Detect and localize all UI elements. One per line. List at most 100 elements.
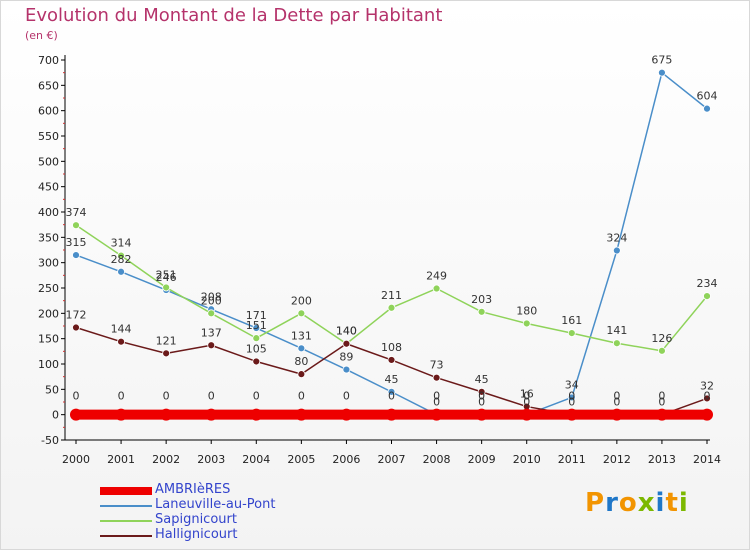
- series-point-2: [117, 251, 125, 260]
- data-label: 374: [66, 206, 87, 219]
- data-label: 0: [568, 390, 575, 403]
- logo-letter: o: [618, 488, 638, 518]
- data-label: 0: [613, 396, 620, 409]
- data-label: 675: [651, 54, 672, 67]
- y-tick-label: 700: [38, 54, 59, 67]
- series-point-3: [477, 387, 486, 396]
- legend-label: Hallignicourt: [155, 527, 238, 542]
- y-tick-label: 350: [38, 231, 59, 244]
- series-point-3: [387, 356, 396, 364]
- series-point-3: [207, 341, 216, 350]
- data-label: 0: [343, 390, 350, 403]
- series-point-1: [117, 267, 125, 276]
- data-label: 200: [291, 294, 312, 307]
- data-label: 211: [381, 289, 402, 302]
- series-point-0: [520, 408, 533, 421]
- data-label: 140: [336, 325, 357, 338]
- series-point-1: [612, 246, 621, 255]
- series-point-3: [297, 370, 306, 379]
- data-label: 314: [111, 237, 132, 250]
- legend-swatch: [100, 487, 152, 495]
- data-label: 234: [697, 277, 718, 290]
- data-label: 108: [381, 341, 402, 354]
- series-point-1: [72, 251, 80, 259]
- series-point-0: [475, 408, 488, 421]
- data-label: 0: [478, 396, 485, 409]
- y-tick-label: 50: [45, 383, 59, 396]
- data-label: 246: [156, 271, 177, 284]
- series-point-1: [387, 387, 396, 396]
- data-label: 140: [336, 325, 357, 338]
- data-label: 0: [523, 396, 530, 409]
- x-tick-label: 2002: [152, 453, 180, 466]
- series-point-3: [432, 373, 441, 382]
- series-point-0: [565, 408, 578, 421]
- logo-letter: x: [637, 488, 656, 518]
- data-label: 151: [246, 319, 267, 332]
- x-tick-label: 2006: [332, 453, 360, 466]
- data-label: 89: [339, 351, 353, 364]
- data-label: 282: [111, 253, 132, 266]
- y-tick-label: 650: [38, 79, 59, 92]
- series-point-3: [72, 323, 80, 332]
- data-label: 604: [697, 90, 718, 103]
- data-label: 34: [565, 378, 579, 391]
- data-label: 249: [426, 270, 447, 283]
- series-point-1: [252, 324, 261, 332]
- series-point-3: [117, 337, 125, 346]
- logo-letter: r: [605, 488, 619, 518]
- series-point-0: [385, 408, 398, 421]
- series-point-2: [522, 319, 531, 328]
- data-label: 0: [704, 390, 711, 403]
- x-tick-label: 2013: [648, 453, 676, 466]
- data-label: 0: [73, 390, 80, 403]
- y-tick-label: 250: [38, 282, 59, 295]
- x-tick-label: 2008: [423, 453, 451, 466]
- data-label: 180: [516, 304, 537, 317]
- logo-letter: t: [665, 488, 679, 518]
- y-tick-label: 500: [38, 155, 59, 168]
- y-tick-label: -50: [41, 434, 59, 447]
- data-label: 0: [658, 396, 665, 409]
- series-point-2: [297, 309, 306, 318]
- y-tick-label: 0: [52, 409, 59, 422]
- data-label: 0: [163, 390, 170, 403]
- chart-title: Evolution du Montant de la Dette par Hab…: [25, 5, 443, 26]
- data-label: 172: [66, 309, 87, 322]
- legend-swatch: [100, 535, 152, 537]
- y-tick-label: 400: [38, 206, 59, 219]
- x-tick-label: 2011: [558, 453, 586, 466]
- series-point-2: [432, 284, 441, 293]
- data-label: 0: [208, 390, 215, 403]
- logo-letter: P: [585, 488, 606, 518]
- legend-swatch: [100, 520, 152, 522]
- data-label: 0: [523, 390, 530, 403]
- series-point-2: [477, 307, 486, 316]
- data-label: 0: [388, 390, 395, 403]
- x-tick-label: 2004: [242, 453, 270, 466]
- data-label: 0: [298, 390, 305, 403]
- logo-letter: i: [678, 488, 689, 518]
- series-point-2: [252, 334, 261, 343]
- proxiti-logo: Proxiti: [585, 488, 689, 518]
- data-label: 0: [568, 396, 575, 409]
- series-point-2: [703, 292, 711, 301]
- x-tick-label: 2009: [468, 453, 496, 466]
- data-label: 121: [156, 334, 177, 347]
- x-tick-label: 2007: [378, 453, 406, 466]
- series-point-3: [342, 339, 351, 348]
- series-point-2: [567, 329, 576, 337]
- data-label: 144: [111, 323, 132, 336]
- data-label: 16: [520, 388, 534, 401]
- series-point-1: [342, 365, 351, 374]
- x-tick-label: 2010: [513, 453, 541, 466]
- data-label: 315: [66, 236, 87, 249]
- data-label: 131: [291, 329, 312, 342]
- y-tick-label: 150: [38, 333, 59, 346]
- data-label: 208: [201, 290, 222, 303]
- data-label: 80: [294, 355, 308, 368]
- y-tick-label: 600: [38, 105, 59, 118]
- series-point-0: [701, 408, 713, 421]
- series-point-2: [207, 309, 216, 318]
- data-label: 141: [606, 324, 627, 337]
